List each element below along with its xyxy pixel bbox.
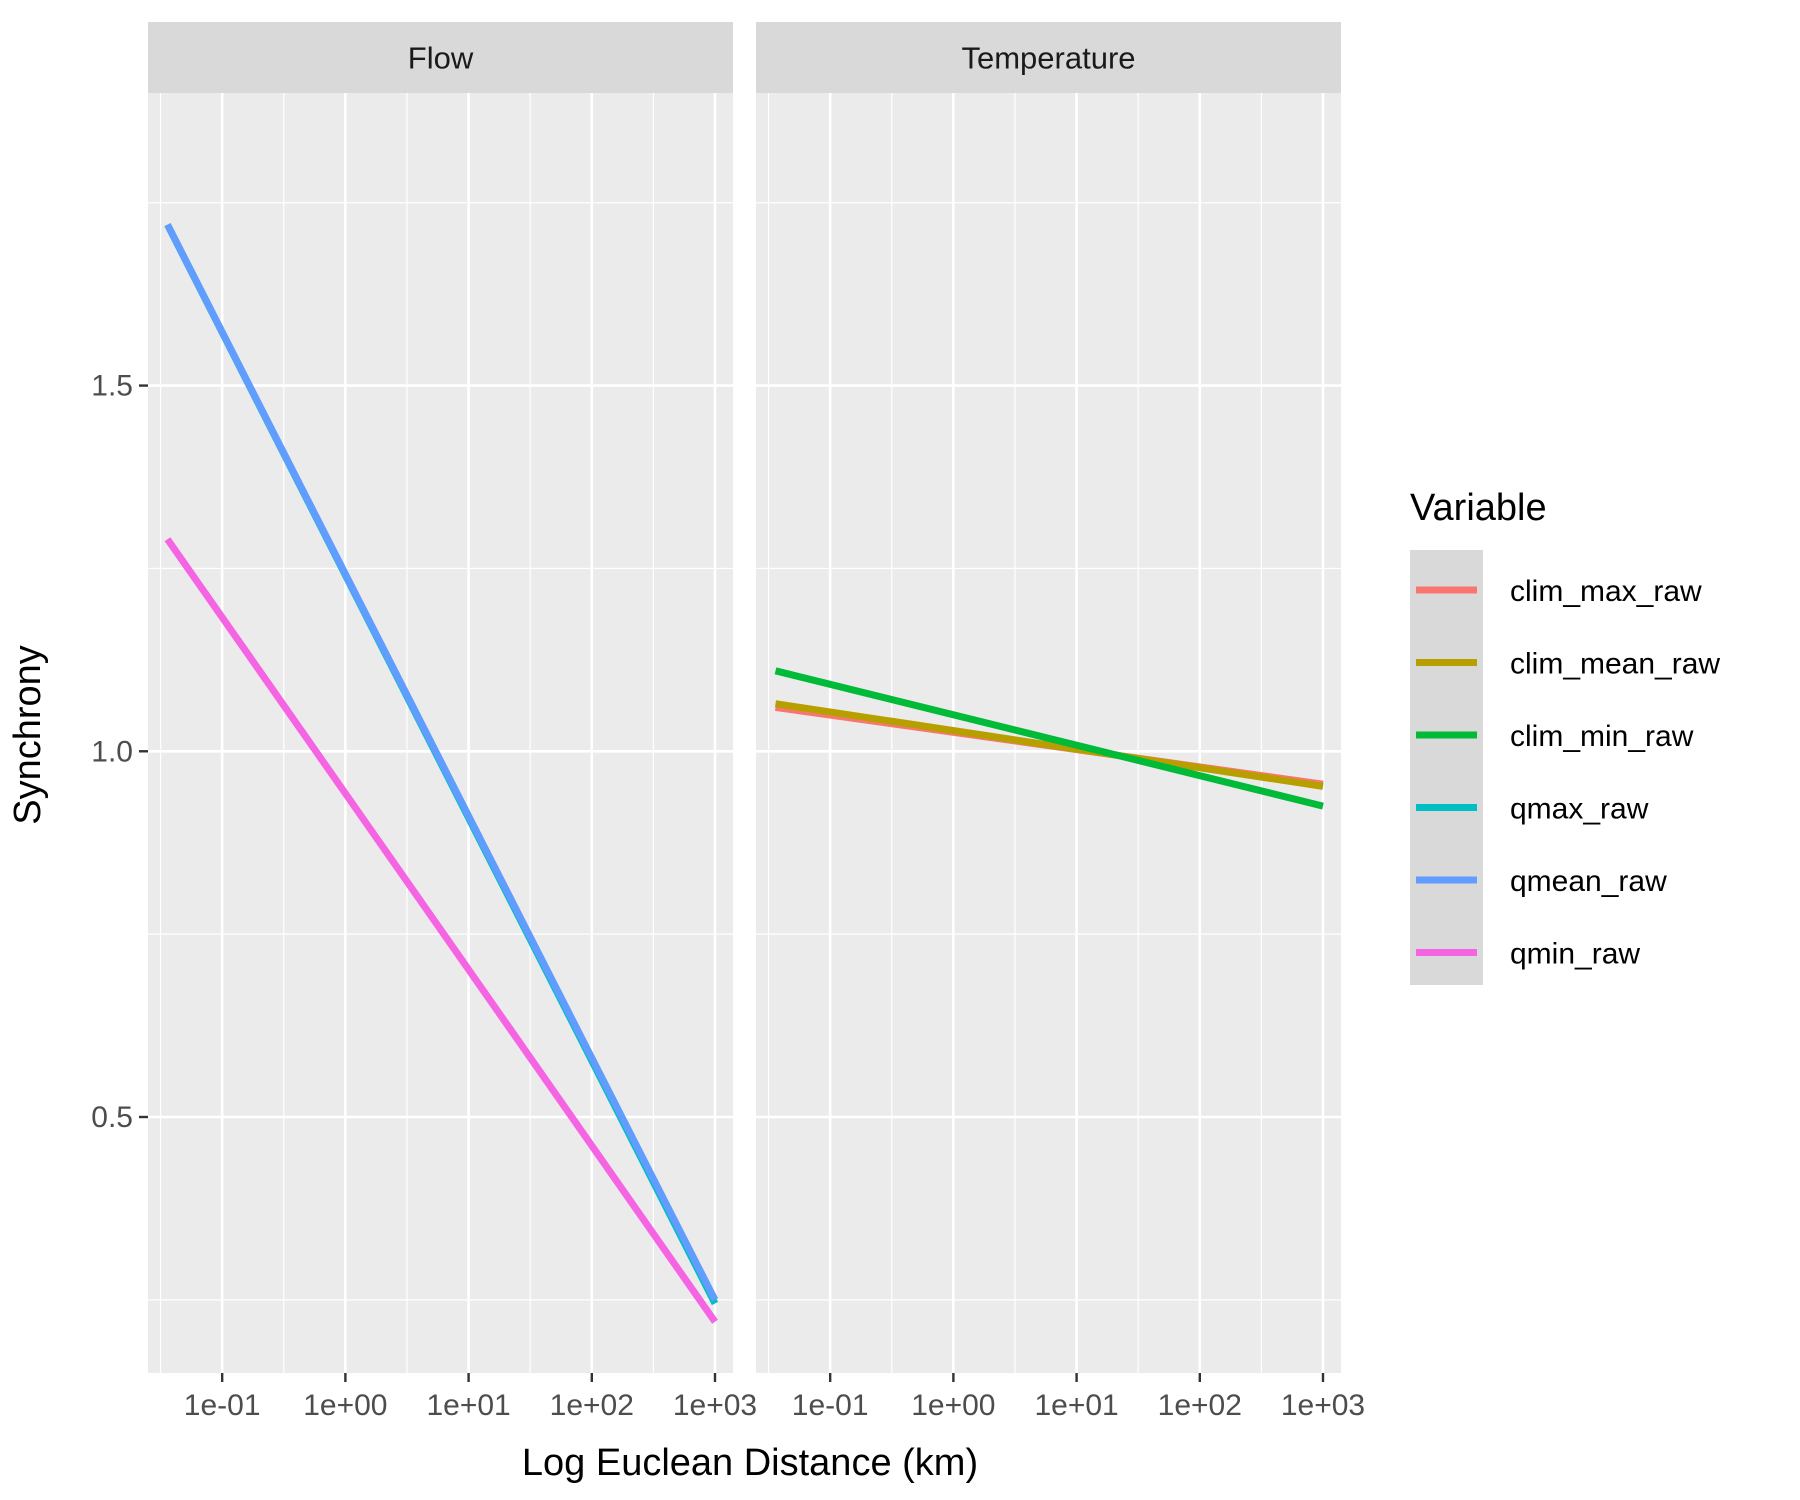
y-axis-title: Synchrony (7, 645, 49, 825)
series-line-qmean_raw (164, 223, 719, 1302)
legend-label: qmean_raw (1510, 865, 1667, 898)
series-line-clim_mean_raw (774, 700, 1324, 790)
x-tick-label: 1e+02 (1158, 1389, 1242, 1422)
y-tick-label: 1.0 (91, 735, 133, 768)
x-axis-flow: 1e-01 1e+00 1e+01 1e+02 1e+03 (184, 1373, 757, 1422)
x-tick-label: 1e-01 (792, 1389, 869, 1422)
legend-items: clim_max_raw clim_mean_raw clim_min_rawqma… (1416, 575, 1720, 971)
x-tick-label: 1e-01 (184, 1389, 261, 1422)
x-axis-temperature: 1e-01 1e+00 1e+01 1e+02 1e+03 (792, 1373, 1365, 1422)
strip-background (756, 22, 1341, 93)
x-tick-label: 1e+01 (426, 1389, 510, 1422)
panel-background (756, 93, 1341, 1373)
legend-label: clim_min_raw (1510, 720, 1694, 753)
x-tick-label: 1e+02 (550, 1389, 634, 1422)
panel-background (148, 93, 733, 1373)
legend: Variable clim_max_rawclim_mean_rawclim_m… (1410, 487, 1720, 985)
x-tick-label: 1e+03 (1281, 1389, 1365, 1422)
y-axis: 0.5 1.0 1.5 (91, 370, 148, 1134)
series-line-qmin_raw (164, 537, 718, 1324)
strip-label: Temperature (961, 41, 1135, 76)
facet-panels: Flow Temperature (148, 22, 1341, 1373)
legend-label: clim_mean_raw (1510, 648, 1720, 681)
panel-flow: Flow (148, 22, 733, 1373)
x-tick-label: 1e+00 (303, 1389, 387, 1422)
x-tick-label: 1e+03 (673, 1389, 757, 1422)
series-line-clim_min_raw (774, 667, 1324, 810)
x-tick-label: 1e+00 (911, 1389, 995, 1422)
legend-label: qmax_raw (1510, 793, 1649, 826)
x-axes: 1e-01 1e+00 1e+01 1e+02 1e+03 1e-01 1e+00 1e+01… (184, 1373, 1365, 1422)
panel-temperature: Temperature (756, 22, 1341, 1373)
x-axis-title: Log Euclean Distance (km) (522, 1442, 978, 1484)
legend-label: qmin_raw (1510, 938, 1640, 971)
x-tick-label: 1e+01 (1034, 1389, 1118, 1422)
strip-background (148, 22, 733, 93)
y-tick-label: 0.5 (91, 1101, 133, 1134)
legend-key-background (1410, 550, 1483, 985)
legend-label: clim_max_raw (1510, 575, 1702, 608)
y-tick-label: 1.5 (91, 370, 133, 403)
legend-title: Variable (1410, 487, 1547, 529)
strip-label: Flow (408, 41, 474, 76)
